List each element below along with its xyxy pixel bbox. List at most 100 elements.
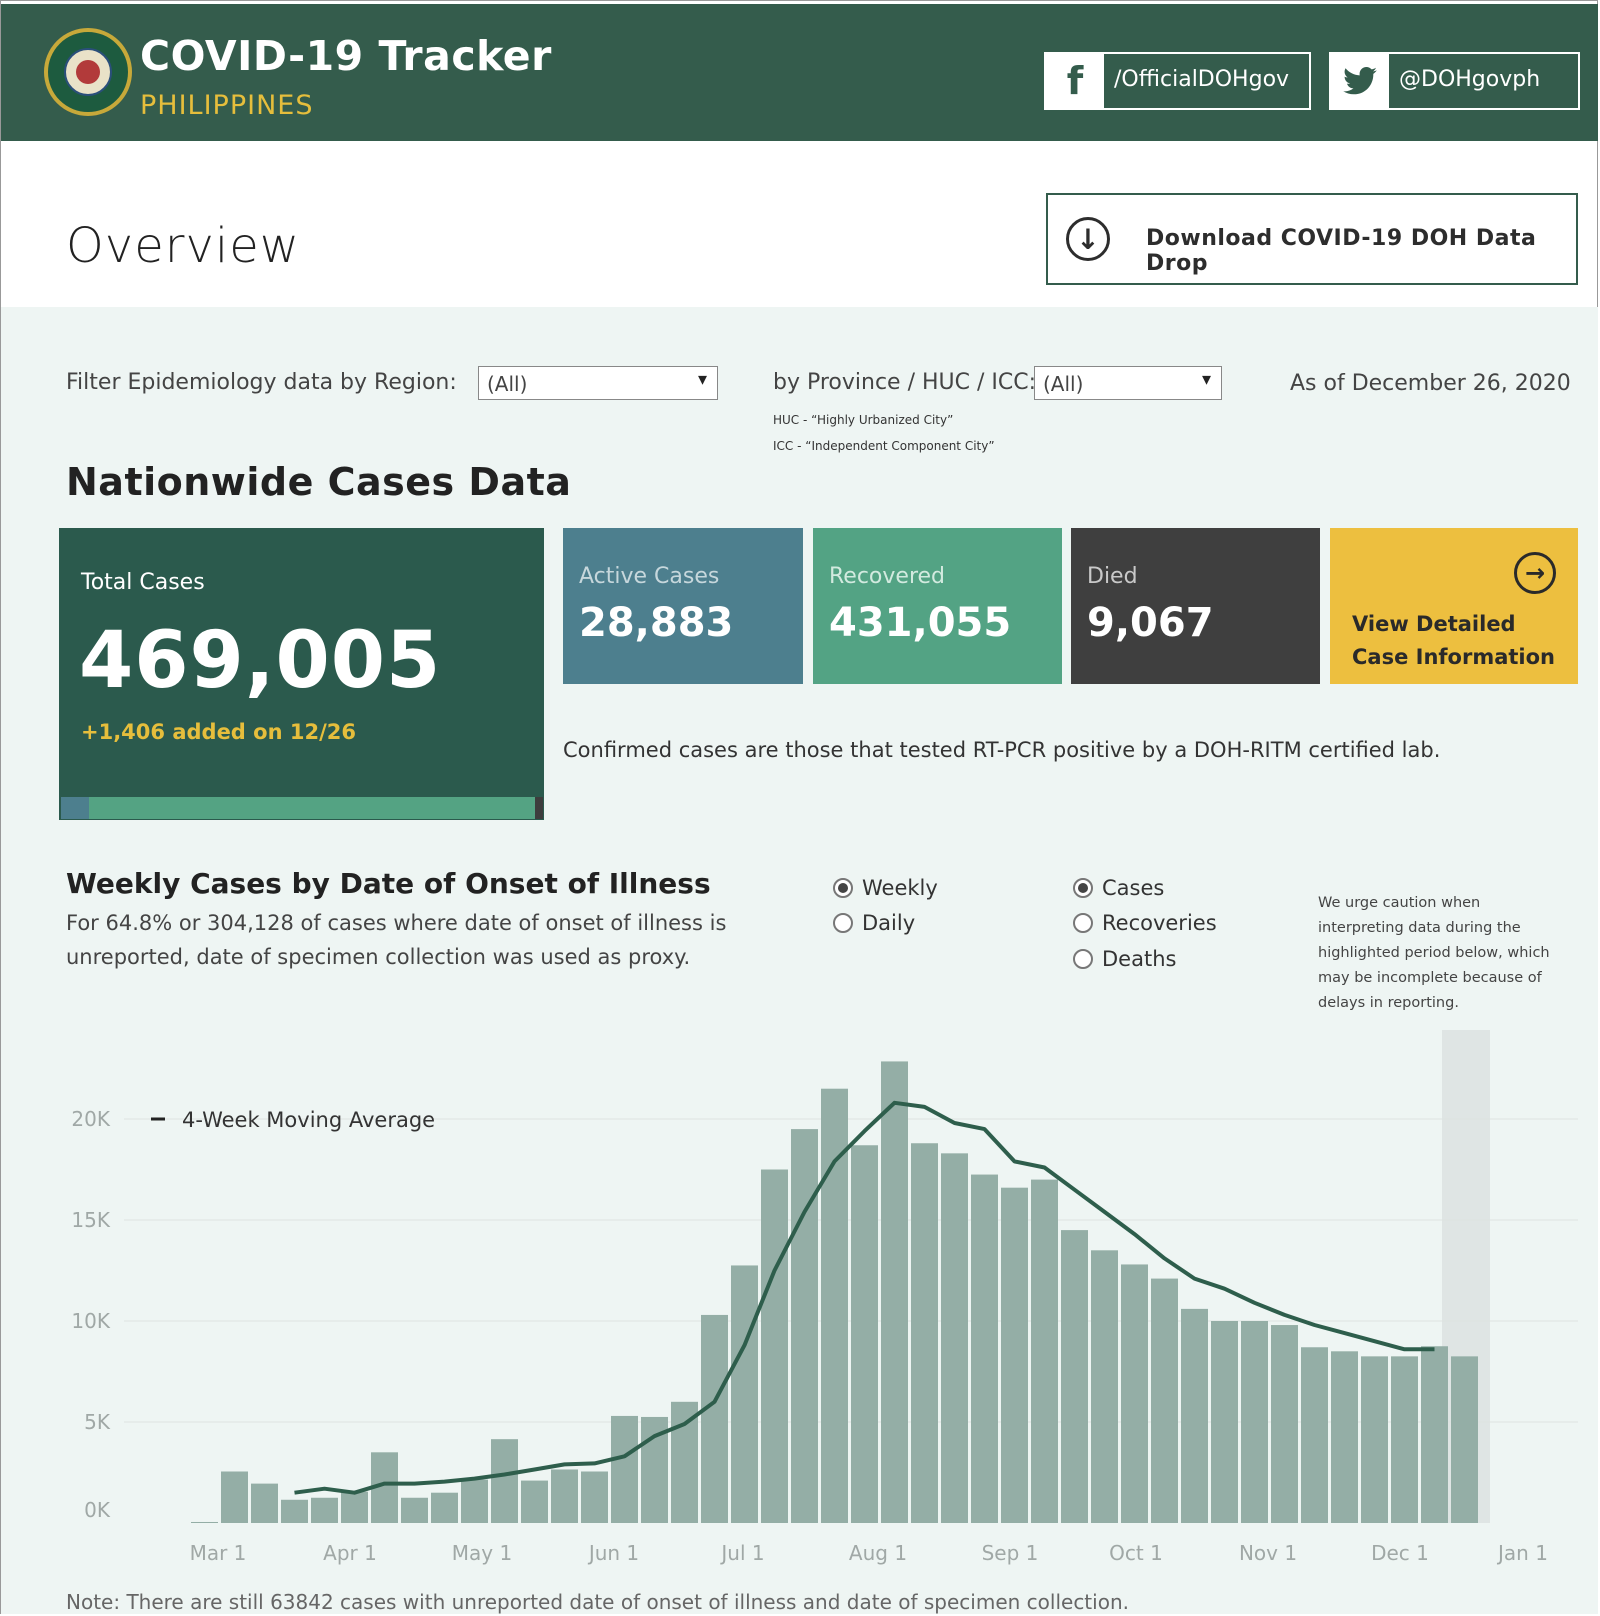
- region-select[interactable]: (All) ▾: [478, 366, 718, 400]
- twitter-link[interactable]: @DOHgovph: [1329, 52, 1580, 110]
- app-subtitle: PHILIPPINES: [140, 90, 314, 121]
- download-button-label: Download COVID-19 DOH Data Drop: [1146, 226, 1537, 276]
- radio-cases[interactable]: Cases: [1073, 876, 1164, 900]
- cases-bar: [191, 1521, 218, 1523]
- caution-line: delays in reporting.: [1318, 995, 1459, 1011]
- cases-bar: [461, 1479, 488, 1523]
- cases-bar: [851, 1145, 878, 1523]
- as-of-date: As of December 26, 2020: [1290, 371, 1571, 396]
- x-tick-label: May 1: [452, 1541, 512, 1565]
- weekly-chart-subtitle: For 64.8% or 304,128 of cases where date…: [66, 906, 806, 974]
- facebook-icon: f: [1046, 54, 1104, 108]
- view-detailed-label: View Detailed Case Information: [1352, 608, 1555, 674]
- app-title: COVID-19 Tracker: [140, 32, 552, 80]
- province-select[interactable]: (All) ▾: [1034, 366, 1222, 400]
- radio-daily[interactable]: Daily: [833, 911, 915, 935]
- radio-selected-icon: [1073, 878, 1093, 898]
- x-tick-label: Dec 1: [1371, 1541, 1429, 1565]
- confirmed-cases-note: Confirmed cases are those that tested RT…: [563, 738, 1441, 762]
- died-card: Died 9,067: [1071, 528, 1320, 684]
- caution-note: We urge caution when interpreting data d…: [1318, 891, 1578, 1016]
- x-tick-label: Jul 1: [719, 1541, 764, 1565]
- recovered-label: Recovered: [829, 564, 946, 589]
- cases-bar: [1241, 1321, 1268, 1523]
- radio-deaths-label: Deaths: [1102, 947, 1177, 971]
- unreported-note: Note: There are still 63842 cases with u…: [66, 1590, 1129, 1614]
- cases-bar: [221, 1471, 248, 1523]
- x-tick-label: Nov 1: [1239, 1541, 1297, 1565]
- cases-bar: [1031, 1179, 1058, 1523]
- radio-weekly[interactable]: Weekly: [833, 876, 938, 900]
- x-tick-label: Jun 1: [587, 1541, 639, 1565]
- cases-bar: [1271, 1325, 1298, 1523]
- radio-selected-icon: [833, 878, 853, 898]
- x-tick-label: Aug 1: [849, 1541, 907, 1565]
- view-detailed-line1: View Detailed: [1352, 612, 1516, 636]
- x-tick-label: Apr 1: [323, 1541, 377, 1565]
- cases-bar: [881, 1061, 908, 1523]
- twitter-handle: @DOHgovph: [1399, 67, 1541, 92]
- cases-breakdown-bar: [61, 797, 535, 819]
- radio-daily-label: Daily: [862, 911, 916, 935]
- cases-bar: [611, 1415, 638, 1523]
- total-cases-card: Total Cases 469,005 +1,406 added on 12/2…: [59, 528, 544, 820]
- x-tick-label: Sep 1: [982, 1541, 1039, 1565]
- y-tick-label: 0K: [84, 1498, 111, 1522]
- page-title: Overview: [66, 218, 300, 274]
- cases-bar: [791, 1129, 818, 1523]
- cases-bar: [1451, 1356, 1478, 1523]
- cases-bar: [971, 1174, 998, 1523]
- cases-bar: [341, 1491, 368, 1523]
- facebook-handle: /OfficialDOHgov: [1114, 67, 1290, 92]
- x-tick-label: Mar 1: [190, 1541, 247, 1565]
- radio-unselected-icon: [1073, 913, 1093, 933]
- caution-line: interpreting data during the: [1318, 920, 1521, 936]
- facebook-link[interactable]: f /OfficialDOHgov: [1044, 52, 1311, 110]
- cases-bar: [1361, 1356, 1388, 1523]
- cases-bar: [671, 1401, 698, 1523]
- view-detailed-case-info-button[interactable]: → View Detailed Case Information: [1330, 528, 1578, 684]
- doh-seal-icon: [44, 28, 132, 116]
- cases-bar: [1121, 1264, 1148, 1523]
- weekly-subtitle-line2: unreported, date of specimen collection …: [66, 945, 691, 969]
- total-cases-value: 469,005: [79, 616, 442, 706]
- cases-bar: [1331, 1351, 1358, 1523]
- total-cases-label: Total Cases: [81, 570, 205, 595]
- y-tick-label: 15K: [71, 1208, 110, 1232]
- radio-recoveries[interactable]: Recoveries: [1073, 911, 1217, 935]
- cases-bar: [1211, 1321, 1238, 1523]
- active-cases-label: Active Cases: [579, 564, 720, 589]
- dropdown-arrow-icon: ▾: [1201, 369, 1211, 390]
- died-value: 9,067: [1087, 600, 1214, 646]
- y-tick-label: 5K: [84, 1410, 111, 1434]
- download-data-drop-button[interactable]: ↓ Download COVID-19 DOH Data Drop: [1046, 193, 1578, 285]
- cases-breakdown-active: [61, 797, 89, 819]
- cases-bar: [701, 1314, 728, 1523]
- active-cases-value: 28,883: [579, 600, 734, 646]
- cases-bar: [1001, 1187, 1028, 1523]
- cases-bar: [911, 1143, 938, 1523]
- radio-deaths[interactable]: Deaths: [1073, 947, 1176, 971]
- recovered-value: 431,055: [829, 600, 1012, 646]
- cases-bar: [551, 1469, 578, 1523]
- radio-unselected-icon: [1073, 949, 1093, 969]
- caution-line: We urge caution when: [1318, 895, 1481, 911]
- cases-bar: [1301, 1347, 1328, 1523]
- huc-definition: HUC - “Highly Urbanized City”: [773, 413, 954, 427]
- radio-unselected-icon: [833, 913, 853, 933]
- cases-bar: [1151, 1278, 1178, 1523]
- active-cases-card: Active Cases 28,883: [563, 528, 803, 684]
- cases-bar: [731, 1265, 758, 1523]
- cases-bar: [491, 1439, 518, 1523]
- x-tick-label: Oct 1: [1109, 1541, 1163, 1565]
- cases-bar: [1391, 1356, 1418, 1523]
- twitter-icon: [1331, 54, 1389, 108]
- app-header: COVID-19 Tracker PHILIPPINES f /Official…: [1, 4, 1598, 141]
- region-select-value: (All): [487, 372, 528, 396]
- weekly-chart-title: Weekly Cases by Date of Onset of Illness: [66, 867, 711, 900]
- region-filter-label: Filter Epidemiology data by Region:: [66, 370, 457, 395]
- weekly-cases-chart: 0K 5K 10K 15K 20K 4-Week Moving Average Mar 1 A…: [71, 1030, 1578, 1565]
- download-icon: ↓: [1066, 217, 1110, 261]
- y-tick-label: 10K: [71, 1309, 110, 1333]
- cases-bar: [521, 1480, 548, 1523]
